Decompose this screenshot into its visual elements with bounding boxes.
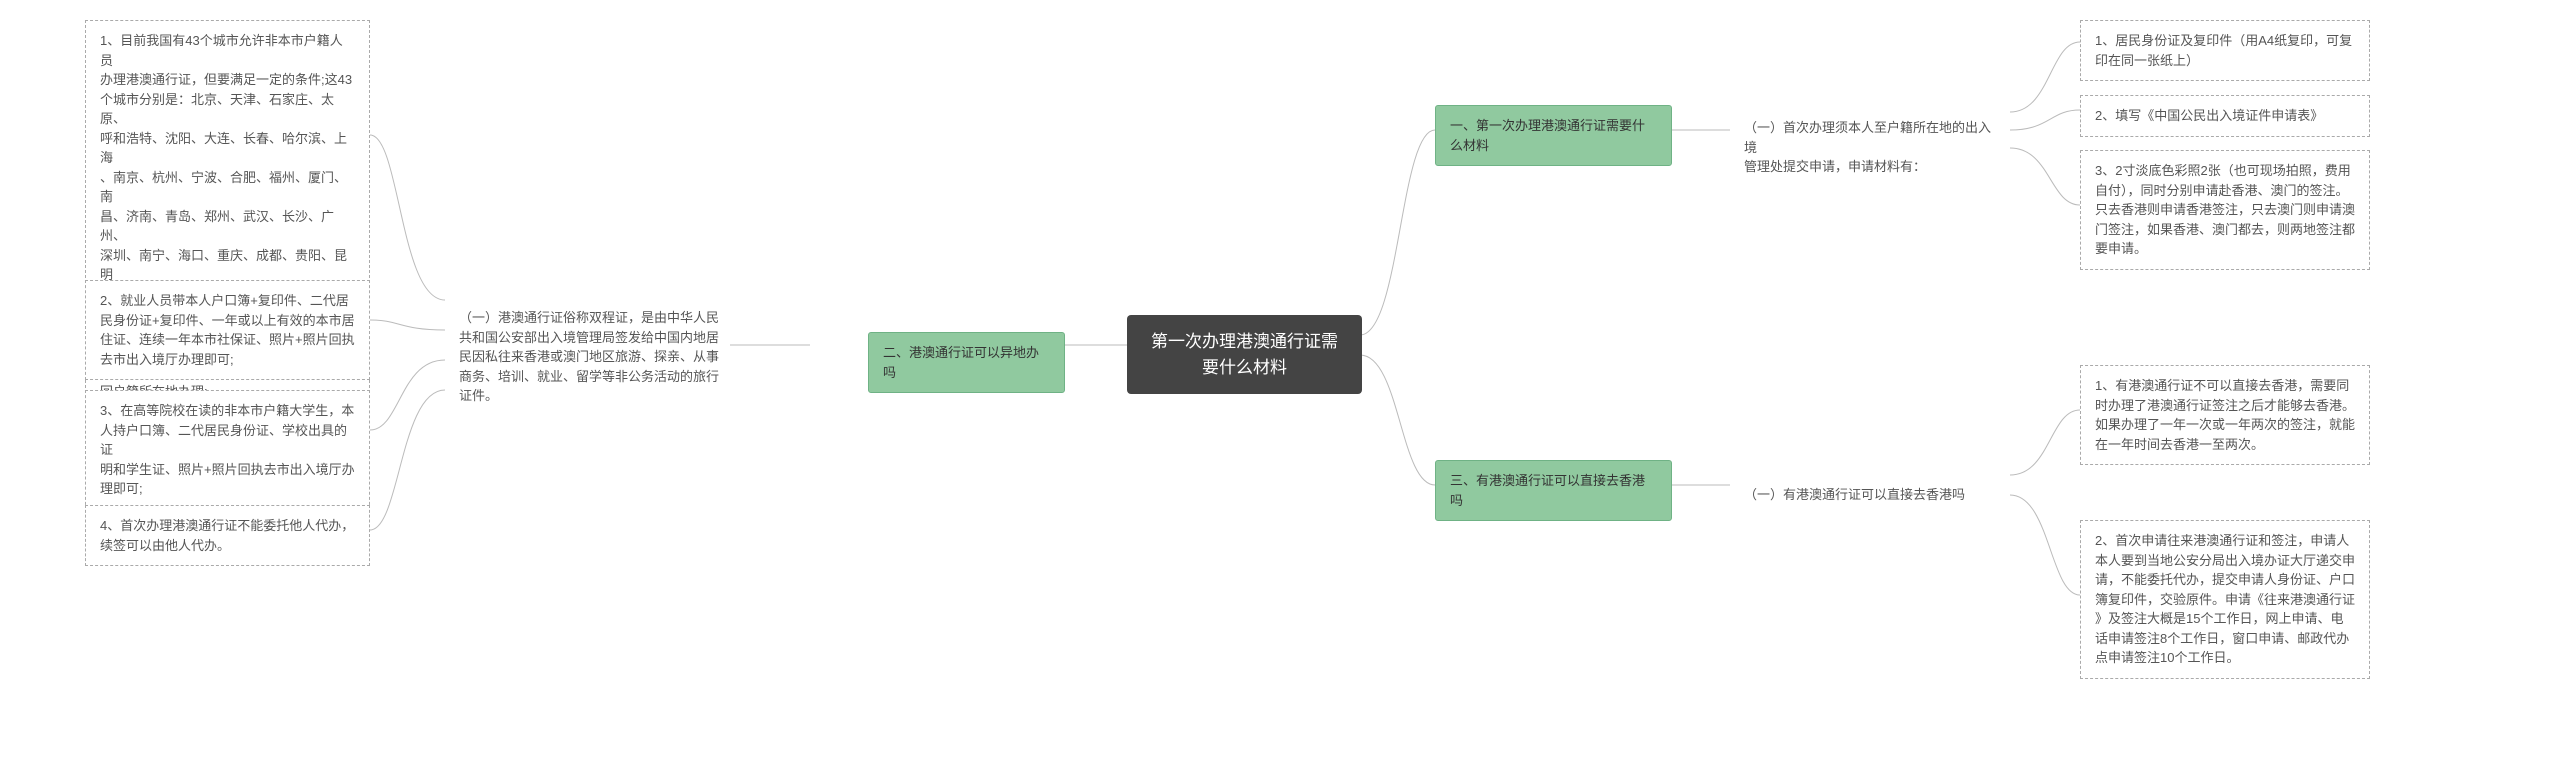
leaf-1-3: 3、2寸淡底色彩照2张（也可现场拍照，费用 自付），同时分别申请赴香港、澳门的签… — [2080, 150, 2370, 270]
leaf-2-4: 4、首次办理港澳通行证不能委托他人代办， 续签可以由他人代办。 — [85, 505, 370, 566]
branch-section-3: 三、有港澳通行证可以直接去香港 吗 — [1435, 460, 1672, 521]
leaf-1-1: 1、居民身份证及复印件（用A4纸复印，可复 印在同一张纸上） — [2080, 20, 2370, 81]
branch-section-2: 二、港澳通行证可以异地办吗 — [868, 332, 1065, 393]
leaf-1-2: 2、填写《中国公民出入境证件申请表》 — [2080, 95, 2370, 137]
leaf-3-2: 2、首次申请往来港澳通行证和签注，申请人 本人要到当地公安分局出入境办证大厅递交… — [2080, 520, 2370, 679]
leaf-2-2: 2、就业人员带本人户口簿+复印件、二代居 民身份证+复印件、一年或以上有效的本市… — [85, 280, 370, 380]
leaf-3-1: 1、有港澳通行证不可以直接去香港，需要同 时办理了港澳通行证签注之后才能够去香港… — [2080, 365, 2370, 465]
branch-3-subtitle: （一）有港澳通行证可以直接去香港吗 — [1730, 475, 2010, 515]
leaf-2-3: 3、在高等院校在读的非本市户籍大学生，本 人持户口簿、二代居民身份证、学校出具的… — [85, 390, 370, 510]
root-node: 第一次办理港澳通行证需 要什么材料 — [1127, 315, 1362, 394]
branch-1-subtitle: （一）首次办理须本人至户籍所在地的出入境 管理处提交申请，申请材料有： — [1730, 108, 2010, 187]
branch-2-subtitle: （一）港澳通行证俗称双程证，是由中华人民 共和国公安部出入境管理局签发给中国内地… — [445, 298, 735, 416]
branch-section-1: 一、第一次办理港澳通行证需要什 么材料 — [1435, 105, 1672, 166]
